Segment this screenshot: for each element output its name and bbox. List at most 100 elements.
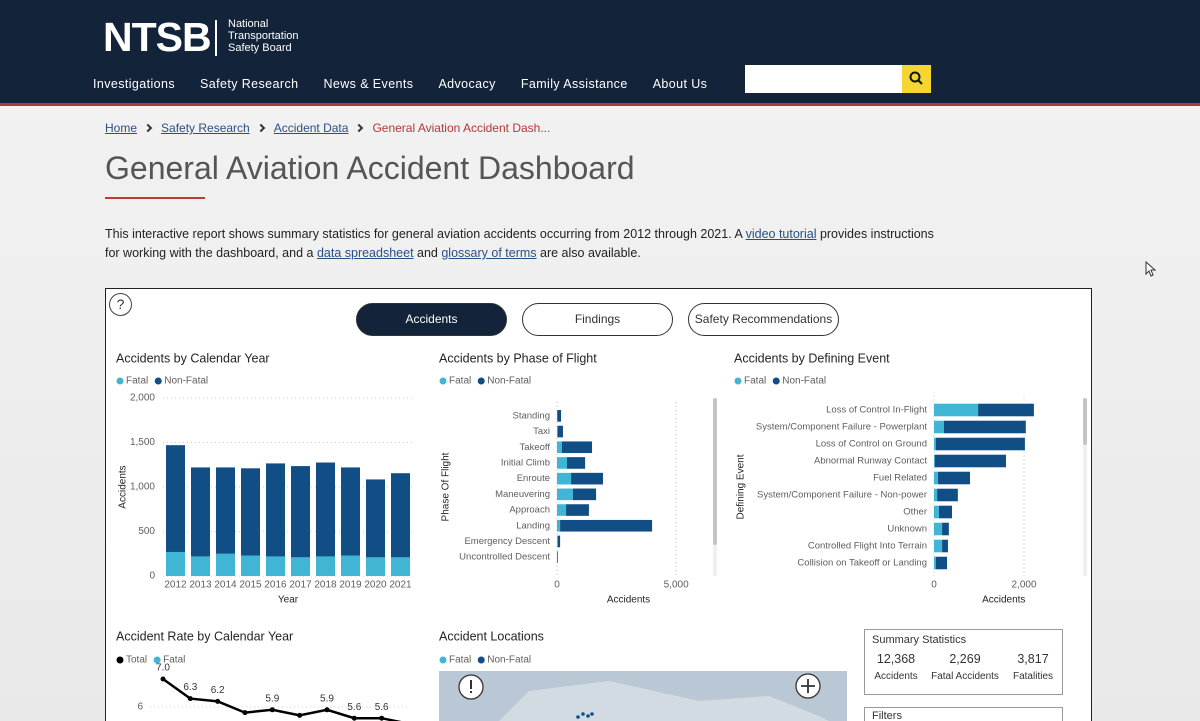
point	[379, 715, 385, 721]
point	[215, 698, 221, 704]
y-axis-label: Phase Of Flight	[441, 452, 452, 521]
bar	[266, 556, 285, 576]
y-tick-label: Maneuvering	[495, 489, 550, 500]
agency-line: Safety Board	[228, 42, 292, 54]
bar	[391, 473, 410, 558]
point	[187, 696, 193, 702]
point	[242, 710, 248, 716]
logo[interactable]: NTSB	[103, 14, 212, 60]
map-icon	[470, 691, 472, 693]
bar	[557, 535, 558, 548]
nav-item[interactable]: Family Assistance	[520, 77, 628, 91]
legend-label: Non-Fatal	[782, 376, 826, 387]
bar	[366, 479, 385, 558]
bar	[934, 437, 936, 451]
bar	[557, 519, 561, 532]
title-underline	[105, 197, 205, 199]
filters[interactable]: Filters	[864, 707, 1063, 721]
nav-item[interactable]: Investigations	[93, 77, 176, 91]
legend-label: Total	[126, 655, 147, 666]
search-input[interactable]	[745, 65, 902, 93]
stat-value: 12,368	[876, 652, 916, 666]
point	[269, 707, 275, 713]
y-tick-label: 1,500	[130, 437, 155, 448]
link[interactable]: video tutorial	[745, 227, 817, 241]
nav-item[interactable]: Advocacy	[438, 77, 496, 91]
help-button[interactable]: ?	[109, 293, 132, 316]
bar	[560, 519, 653, 532]
x-tick-label: 2,000	[1011, 580, 1036, 591]
scrollbar-thumb	[1083, 398, 1087, 445]
bar	[942, 522, 949, 536]
crumb-link[interactable]: Home	[105, 121, 138, 135]
point	[297, 712, 303, 718]
bar	[341, 467, 360, 556]
bar	[566, 504, 589, 516]
y-tick-label: Emergency Descent	[464, 536, 550, 547]
map-dot	[586, 714, 590, 718]
bar	[934, 488, 938, 502]
bar	[557, 472, 572, 485]
tab[interactable]: Safety Recommendations	[688, 303, 839, 336]
map-dot	[576, 715, 580, 719]
x-tick-label: 2019	[339, 580, 362, 591]
bar	[934, 556, 936, 570]
y-tick-label: 6	[137, 702, 143, 713]
point	[351, 715, 357, 721]
y-tick-label: Loss of Control on Ground	[816, 439, 927, 450]
tab[interactable]: Findings	[522, 303, 673, 336]
bar	[241, 468, 260, 556]
text: provides instructions for working with t…	[105, 227, 934, 260]
crumb-link[interactable]: Safety Research	[161, 121, 250, 135]
legend-label: Fatal	[449, 655, 471, 666]
bar	[166, 445, 185, 552]
legend-dot	[734, 377, 742, 385]
land	[499, 681, 829, 721]
bar	[166, 551, 185, 576]
bar	[266, 463, 285, 557]
crumb-link[interactable]: Accident Data	[273, 121, 349, 135]
y-tick-label: Takeoff	[520, 442, 551, 453]
bar	[341, 555, 360, 576]
bar	[291, 557, 310, 576]
search-button[interactable]	[902, 65, 931, 93]
bar	[557, 410, 562, 422]
x-tick-label: 2021	[389, 580, 412, 591]
y-tick-label: Taxi	[533, 426, 550, 437]
bar	[557, 425, 558, 438]
bar	[934, 505, 939, 519]
nav-item[interactable]: News & Events	[323, 77, 414, 91]
legend-label: Non-Fatal	[164, 376, 208, 387]
x-tick-label: 2014	[214, 580, 237, 591]
tab[interactable]: Accidents	[356, 303, 507, 336]
link[interactable]: glossary of terms	[441, 246, 537, 260]
bar	[562, 441, 593, 454]
bar	[567, 457, 586, 469]
y-axis-label: Accidents	[118, 465, 129, 508]
nav-item[interactable]: About Us	[652, 77, 708, 91]
x-tick-label: 0	[931, 580, 937, 591]
bar	[391, 557, 410, 576]
x-tick-label: 2020	[364, 580, 387, 591]
x-tick-label: 5,000	[664, 580, 689, 591]
map-icon	[470, 680, 472, 689]
text: This interactive report shows summary st…	[105, 227, 746, 241]
chart-title: Accident Rate by Calendar Year	[116, 629, 293, 643]
link[interactable]: data spreadsheet	[316, 246, 414, 260]
y-tick-label: Loss of Control In-Flight	[826, 405, 927, 416]
bar	[316, 462, 335, 557]
page-title: General Aviation Accident Dashboard	[105, 150, 635, 186]
x-axis-label: Accidents	[982, 595, 1025, 606]
y-tick-label: Enroute	[517, 473, 550, 484]
x-tick-label: 2015	[239, 580, 262, 591]
legend-dot	[772, 377, 780, 385]
bar	[557, 457, 568, 469]
y-tick-label: Initial Climb	[501, 457, 550, 468]
stat-label: Accidents	[874, 671, 918, 682]
text: and	[413, 246, 442, 260]
agency-line: Transportation	[228, 30, 299, 42]
bar	[557, 488, 573, 501]
stat: 12,368 Accidents	[870, 652, 922, 682]
x-axis-label: Accidents	[607, 595, 650, 606]
nav-item[interactable]: Safety Research	[200, 77, 299, 91]
